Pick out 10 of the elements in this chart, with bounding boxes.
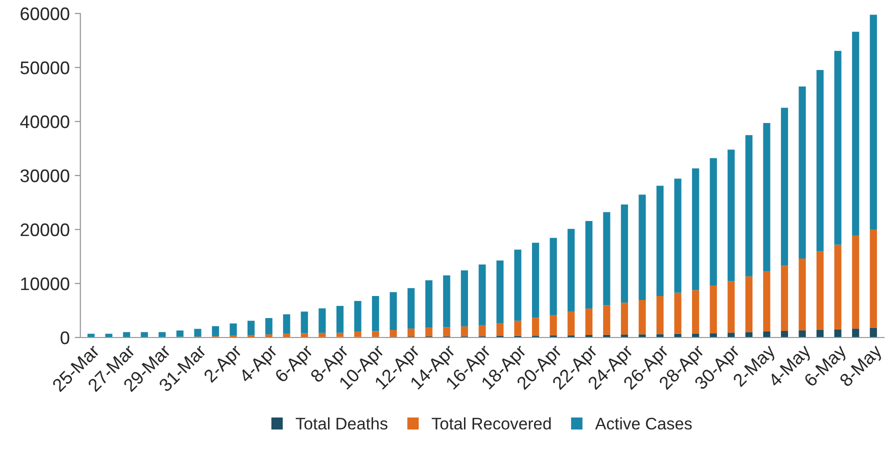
y-tick-label: 60000 — [20, 7, 70, 20]
legend-label: Total Recovered — [432, 417, 551, 430]
y-tick-label: 10000 — [21, 277, 70, 290]
legend-label: Total Deaths — [296, 417, 388, 430]
y-tick-label: 0 — [60, 331, 70, 344]
y-tick-label: 30000 — [20, 169, 70, 182]
y-tick-label: 20000 — [20, 223, 70, 236]
legend-label: Active Cases — [595, 417, 692, 430]
y-tick-label: 40000 — [20, 115, 70, 128]
y-tick-label: 50000 — [20, 61, 70, 74]
